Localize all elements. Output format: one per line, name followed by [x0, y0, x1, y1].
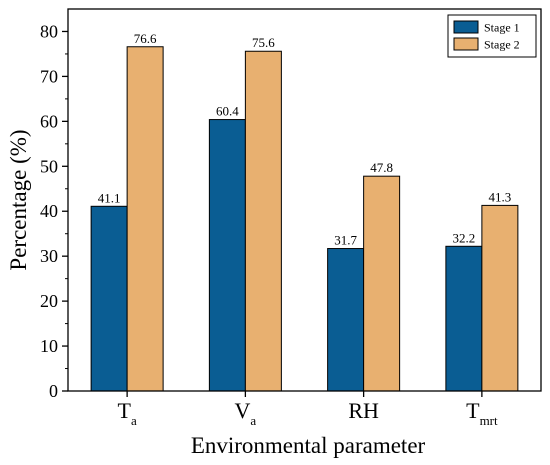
- data-label-2-3: 47.8: [370, 160, 393, 175]
- x-tick-label-main: T: [466, 398, 480, 423]
- bar-1-4: [445, 245, 483, 392]
- y-tick-label: 70: [40, 66, 58, 86]
- y-tick-label: 80: [40, 21, 58, 41]
- x-tick-label-main: T: [118, 398, 132, 423]
- y-tick-label: 60: [40, 111, 58, 131]
- y-tick-label: 0: [49, 381, 58, 401]
- bar-2-4: [481, 204, 519, 392]
- x-tick-label: Ta: [118, 398, 137, 428]
- x-tick-label-sub: mrt: [480, 413, 498, 428]
- legend-swatch-2: [453, 37, 479, 51]
- x-tick-label: Va: [235, 398, 257, 428]
- data-label-2-1: 76.6: [134, 31, 157, 46]
- data-label-1-4: 32.2: [453, 230, 476, 245]
- bar-2-3: [363, 175, 401, 392]
- bar-1-2: [208, 119, 246, 392]
- plot-frame: [67, 8, 542, 392]
- x-tick-label: Tmrt: [466, 398, 498, 428]
- data-label-1-1: 41.1: [98, 190, 121, 205]
- data-label-1-2: 60.4: [216, 104, 239, 119]
- y-tick-label: 20: [40, 291, 58, 311]
- x-axis: Ta Va RH Tmrt: [118, 391, 498, 428]
- y-tick-label: 30: [40, 246, 58, 266]
- bar-1-3: [327, 248, 365, 392]
- legend-swatch-1: [453, 20, 479, 34]
- x-axis-title: Environmental parameter: [191, 433, 426, 458]
- bars-layer: [90, 46, 519, 392]
- data-label-1-3: 31.7: [334, 233, 357, 248]
- bar-1-1: [90, 205, 128, 392]
- legend: Stage 1 Stage 2: [447, 14, 537, 58]
- x-tick-label: RH: [348, 398, 379, 423]
- x-tick-label-main: V: [235, 398, 251, 423]
- data-label-2-2: 75.6: [252, 35, 275, 50]
- x-tick-label-main: RH: [348, 398, 379, 423]
- data-labels-layer: 41.1 76.6 60.4 75.6 31.7 47.8 32.2 41.3: [98, 31, 512, 248]
- y-tick-label: 10: [40, 336, 58, 356]
- y-tick-label: 50: [40, 156, 58, 176]
- x-tick-label-sub: a: [250, 413, 256, 428]
- x-tick-label-sub: a: [131, 413, 137, 428]
- y-axis: 0 10 20 30 40 50 60 70 80: [40, 21, 68, 401]
- bar-2-2: [244, 50, 282, 392]
- y-axis-title: Percentage (%): [6, 129, 31, 270]
- legend-label-1: Stage 1: [484, 21, 520, 35]
- y-tick-label: 40: [40, 201, 58, 221]
- bar-2-1: [126, 46, 164, 392]
- legend-label-2: Stage 2: [484, 38, 520, 52]
- data-label-2-4: 41.3: [489, 189, 512, 204]
